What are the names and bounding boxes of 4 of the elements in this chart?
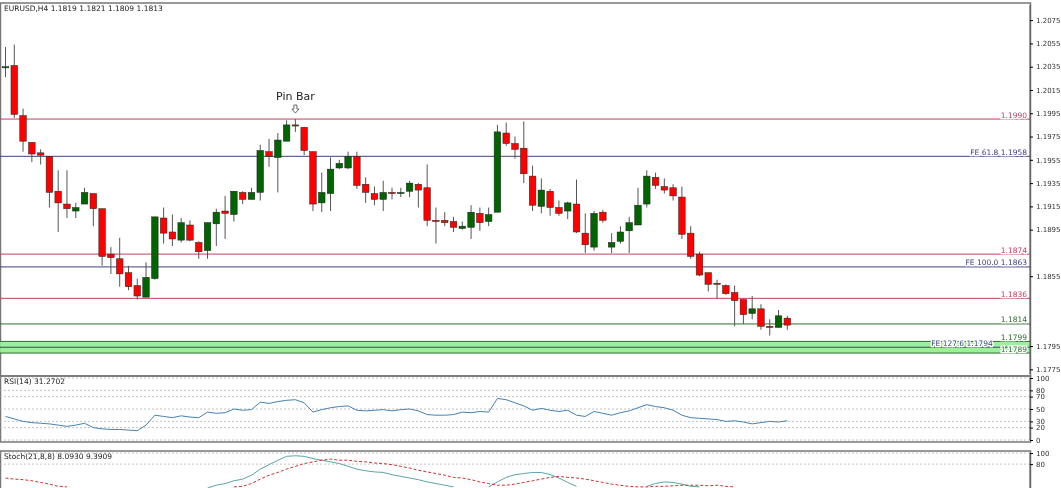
candlestick [300, 126, 308, 156]
line-series [4, 397, 788, 432]
annotation: Pin Bar [276, 90, 316, 104]
candlestick [608, 232, 616, 254]
